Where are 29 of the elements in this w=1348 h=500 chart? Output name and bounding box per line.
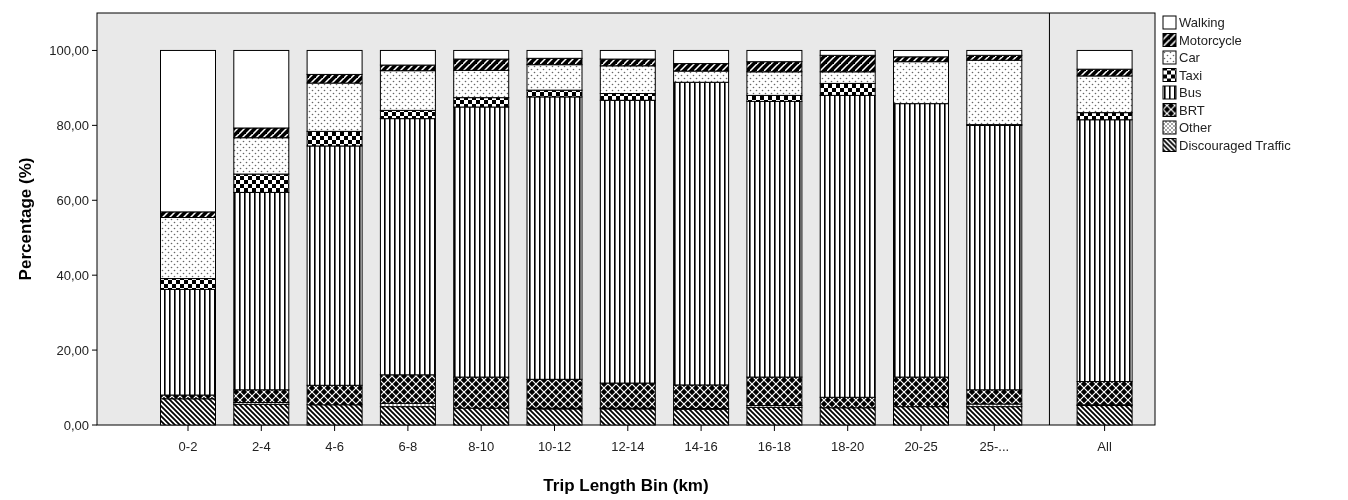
x-tick-label: 2-4 <box>251 439 271 454</box>
x-axis-title: Trip Length Bin (km) <box>543 476 709 495</box>
y-tick-label: 40,00 <box>56 267 89 283</box>
x-tick-label: 10-12 <box>537 439 572 454</box>
x-tick-label: 18-20 <box>831 439 865 454</box>
x-tick-label: 6-8 <box>398 439 418 454</box>
x-tick-label: 16-18 <box>757 439 792 454</box>
y-tick-label: 0,00 <box>63 417 89 433</box>
y-tick-label: 100,00 <box>49 43 89 58</box>
x-tick-label: 8-10 <box>468 439 495 454</box>
y-tick-label: 20,00 <box>56 342 89 358</box>
legend-label: Motorcycle <box>1179 32 1242 48</box>
x-tick-label: All <box>1097 439 1112 454</box>
legend-label: Discouraged Traffic <box>1179 137 1292 153</box>
legend-label: Bus <box>1179 85 1202 101</box>
y-axis-title: Percentage (%) <box>16 157 35 281</box>
legend-label: Other <box>1179 120 1213 136</box>
y-tick-label: 60,00 <box>56 192 89 208</box>
legend-label: BRT <box>1179 102 1205 118</box>
x-tick-label: 25-... <box>979 439 1010 454</box>
x-tick-label: 12-14 <box>611 439 645 454</box>
legend-label: Car <box>1179 50 1201 66</box>
x-tick-label: 20-25 <box>904 439 938 454</box>
x-tick-label: 4-6 <box>325 439 344 454</box>
legend-label: Walking <box>1179 15 1225 31</box>
y-tick-label: 80,00 <box>56 117 89 133</box>
x-tick-label: 14-16 <box>684 439 718 454</box>
legend-label: Taxi <box>1179 67 1203 83</box>
x-tick-label: 0-2 <box>178 439 198 454</box>
